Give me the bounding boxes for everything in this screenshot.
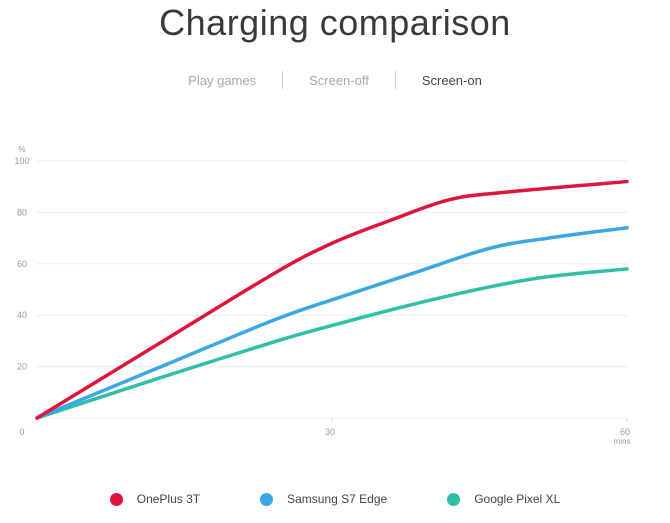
mode-tabs: Play games Screen-off Screen-on — [0, 71, 670, 89]
y-tick-label: 0 — [19, 427, 24, 437]
series-line-google-pixel-xl — [35, 267, 629, 420]
y-axis-label: % — [18, 145, 25, 154]
tab-divider — [394, 71, 396, 89]
tab-screen-on[interactable]: Screen-on — [421, 72, 482, 88]
legend-item-pixel[interactable]: Google Pixel XL — [447, 492, 560, 506]
legend: OnePlus 3T Samsung S7 Edge Google Pixel … — [0, 492, 670, 506]
series-line-samsung-s7-edge — [35, 226, 629, 420]
chart-title: Charging comparison — [159, 2, 511, 43]
y-tick-label: 100 — [14, 156, 29, 166]
legend-label: OnePlus 3T — [136, 492, 201, 506]
y-tick-label: 20 — [17, 362, 27, 372]
legend-swatch — [447, 492, 461, 506]
legend-label: Google Pixel XL — [474, 492, 561, 506]
legend-item-samsung[interactable]: Samsung S7 Edge — [260, 492, 387, 506]
y-tick-label: 80 — [17, 207, 27, 217]
y-tick-label: 40 — [17, 310, 27, 320]
legend-item-oneplus[interactable]: OnePlus 3T — [109, 492, 201, 506]
legend-swatch — [109, 492, 123, 506]
y-tick-label: 60 — [17, 259, 27, 269]
legend-label: Samsung S7 Edge — [287, 492, 388, 506]
x-axis-label: mins — [614, 437, 631, 446]
series-line-oneplus-3t — [35, 179, 629, 420]
tab-screen-off[interactable]: Screen-off — [309, 72, 369, 88]
x-tick-label: 30 — [325, 427, 335, 437]
legend-swatch — [260, 492, 274, 506]
tab-divider — [282, 71, 284, 89]
x-tick-label: 60 — [620, 427, 630, 437]
tab-play-games[interactable]: Play games — [188, 72, 257, 88]
